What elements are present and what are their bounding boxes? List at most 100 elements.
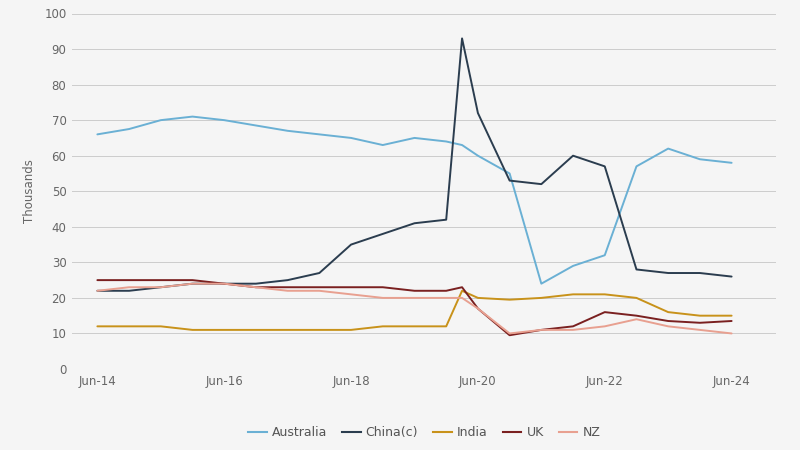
NZ bbox=[251, 284, 261, 290]
China(c) bbox=[124, 288, 134, 293]
UK bbox=[695, 320, 705, 325]
NZ bbox=[93, 288, 102, 293]
NZ bbox=[473, 306, 482, 311]
UK bbox=[283, 284, 293, 290]
China(c) bbox=[505, 178, 514, 183]
China(c) bbox=[537, 181, 546, 187]
UK bbox=[568, 324, 578, 329]
Line: China(c): China(c) bbox=[98, 38, 732, 291]
India bbox=[156, 324, 166, 329]
UK bbox=[663, 318, 673, 324]
Australia bbox=[93, 132, 102, 137]
India bbox=[378, 324, 387, 329]
UK bbox=[458, 284, 467, 290]
Australia bbox=[156, 117, 166, 123]
NZ bbox=[600, 324, 610, 329]
UK bbox=[251, 284, 261, 290]
Australia bbox=[473, 153, 482, 158]
NZ bbox=[695, 327, 705, 333]
Australia bbox=[251, 123, 261, 128]
India bbox=[283, 327, 293, 333]
China(c) bbox=[410, 220, 419, 226]
UK bbox=[93, 277, 102, 283]
UK bbox=[600, 310, 610, 315]
UK bbox=[124, 277, 134, 283]
India bbox=[314, 327, 324, 333]
Line: India: India bbox=[98, 291, 732, 330]
Australia bbox=[458, 142, 467, 148]
NZ bbox=[283, 288, 293, 293]
UK bbox=[188, 277, 198, 283]
NZ bbox=[219, 281, 229, 286]
India bbox=[473, 295, 482, 301]
NZ bbox=[727, 331, 737, 336]
China(c) bbox=[93, 288, 102, 293]
India bbox=[505, 297, 514, 302]
NZ bbox=[663, 324, 673, 329]
China(c) bbox=[458, 36, 467, 41]
China(c) bbox=[600, 164, 610, 169]
China(c) bbox=[473, 110, 482, 116]
UK bbox=[537, 327, 546, 333]
NZ bbox=[568, 327, 578, 333]
NZ bbox=[458, 295, 467, 301]
India bbox=[346, 327, 356, 333]
Australia bbox=[124, 126, 134, 132]
India bbox=[251, 327, 261, 333]
China(c) bbox=[219, 281, 229, 286]
India bbox=[219, 327, 229, 333]
Australia bbox=[505, 171, 514, 176]
China(c) bbox=[695, 270, 705, 276]
NZ bbox=[346, 292, 356, 297]
NZ bbox=[505, 331, 514, 336]
China(c) bbox=[346, 242, 356, 248]
UK bbox=[473, 306, 482, 311]
Australia bbox=[346, 135, 356, 140]
India bbox=[124, 324, 134, 329]
China(c) bbox=[568, 153, 578, 158]
China(c) bbox=[314, 270, 324, 276]
China(c) bbox=[632, 267, 642, 272]
India bbox=[727, 313, 737, 319]
NZ bbox=[632, 316, 642, 322]
China(c) bbox=[251, 281, 261, 286]
UK bbox=[378, 284, 387, 290]
Australia bbox=[442, 139, 451, 144]
UK bbox=[727, 318, 737, 324]
China(c) bbox=[442, 217, 451, 222]
China(c) bbox=[378, 231, 387, 237]
UK bbox=[442, 288, 451, 293]
India bbox=[442, 324, 451, 329]
Australia bbox=[219, 117, 229, 123]
Australia bbox=[410, 135, 419, 140]
Australia bbox=[632, 164, 642, 169]
NZ bbox=[314, 288, 324, 293]
Line: NZ: NZ bbox=[98, 284, 732, 333]
UK bbox=[346, 284, 356, 290]
NZ bbox=[124, 284, 134, 290]
NZ bbox=[156, 284, 166, 290]
UK bbox=[219, 281, 229, 286]
NZ bbox=[537, 327, 546, 333]
Australia bbox=[727, 160, 737, 166]
Australia bbox=[537, 281, 546, 286]
China(c) bbox=[188, 281, 198, 286]
UK bbox=[410, 288, 419, 293]
China(c) bbox=[727, 274, 737, 279]
Line: UK: UK bbox=[98, 280, 732, 335]
India bbox=[537, 295, 546, 301]
Legend: Australia, China(c), India, UK, NZ: Australia, China(c), India, UK, NZ bbox=[242, 422, 606, 445]
Australia bbox=[283, 128, 293, 134]
China(c) bbox=[283, 277, 293, 283]
Australia bbox=[695, 157, 705, 162]
India bbox=[600, 292, 610, 297]
India bbox=[568, 292, 578, 297]
NZ bbox=[410, 295, 419, 301]
Australia bbox=[314, 132, 324, 137]
China(c) bbox=[156, 284, 166, 290]
Y-axis label: Thousands: Thousands bbox=[23, 159, 36, 223]
Australia bbox=[568, 263, 578, 269]
India bbox=[93, 324, 102, 329]
India bbox=[410, 324, 419, 329]
India bbox=[188, 327, 198, 333]
